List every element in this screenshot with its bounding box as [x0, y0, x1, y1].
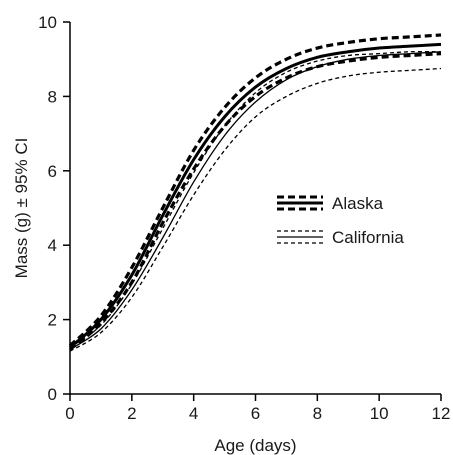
y-tick-label: 10 — [38, 13, 57, 32]
x-tick-label: 10 — [370, 404, 389, 423]
x-tick-label: 8 — [313, 404, 322, 423]
alaska-mean-line — [68, 42, 442, 349]
alaska-ci-lower-line — [68, 52, 442, 351]
x-tick-label: 6 — [251, 404, 260, 423]
y-tick-label: 6 — [48, 162, 57, 181]
legend-item-california: California — [277, 228, 404, 247]
legend-item-alaska: Alaska — [277, 194, 384, 213]
y-tick-label: 0 — [48, 385, 57, 404]
curves — [68, 33, 442, 352]
california-mean-line — [69, 51, 442, 350]
california-ci-upper-line — [69, 50, 442, 349]
x-tick-label: 12 — [432, 404, 451, 423]
y-tick-label: 2 — [48, 311, 57, 330]
y-tick-label: 8 — [48, 87, 57, 106]
x-axis-title: Age (days) — [214, 436, 296, 455]
legend-label-alaska: Alaska — [332, 194, 384, 213]
alaska-ci-upper-line — [68, 33, 442, 347]
y-tick-label: 4 — [48, 236, 57, 255]
axes: 0 2 4 6 8 10 12 0 2 4 6 8 10 — [38, 13, 450, 423]
x-tick-label: 2 — [127, 404, 136, 423]
x-tick-label: 4 — [189, 404, 198, 423]
y-axis-title: Mass (g) ± 95% CI — [12, 138, 31, 279]
legend: Alaska California — [277, 194, 404, 247]
x-tick-label: 0 — [65, 404, 74, 423]
california-ci-lower-line — [69, 67, 442, 352]
legend-label-california: California — [332, 228, 404, 247]
